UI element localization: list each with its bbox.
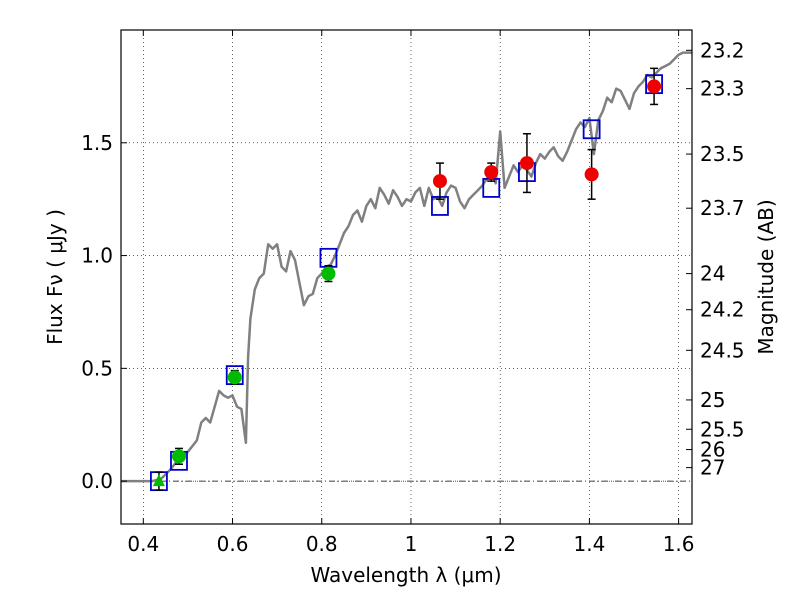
y-tick-label: 0.0 (81, 469, 113, 493)
model-spectrum-line (121, 51, 692, 483)
axis-tick-labels: 0.4 0.6 0.8 1 1.2 1.4 1.6 0.0 0.5 1.0 1.5 23.2 23.3 2… (81, 38, 744, 556)
nir-detection-point (647, 79, 662, 94)
nir-detection-point (432, 174, 447, 189)
y2-tick-label: 25 (700, 388, 725, 412)
x-tick-label: 1.2 (484, 532, 516, 556)
y-tick-label: 1.0 (81, 244, 113, 268)
x-tick-label: 0.8 (306, 532, 338, 556)
x-tick-label: 0.6 (217, 532, 249, 556)
upper-limit-triangle (152, 474, 165, 487)
y-tick-label: 0.5 (81, 356, 113, 380)
y2-tick-label: 23.2 (700, 38, 745, 62)
y-axis-label: Flux Fν ( μJy ) (43, 209, 67, 345)
data-marks (150, 67, 663, 492)
model-spectrum-layer (121, 51, 692, 483)
optical-detection-point (227, 370, 242, 385)
x-tick-label: 1.6 (663, 532, 695, 556)
y2-tick-label: 25.5 (700, 417, 745, 441)
y2-tick-label: 23.3 (700, 77, 745, 101)
plot-frame (120, 29, 693, 525)
nir-detection-point (519, 156, 534, 171)
x-tick-label: 0.4 (127, 532, 159, 556)
y2-tick-label: 24.2 (700, 298, 745, 322)
nir-detection-point (584, 167, 599, 182)
x-tick-label: 1 (405, 532, 418, 556)
model-photometry-square (582, 119, 601, 140)
y2-tick-label: 27 (700, 456, 725, 480)
y2-axis-label: Magnitude (AB) (754, 199, 778, 354)
y2-tick-label: 24 (700, 262, 725, 286)
x-tick-label: 1.4 (573, 532, 605, 556)
x-axis-label: Wavelength λ (μm) (310, 563, 501, 587)
nir-detection-point (484, 165, 499, 180)
y2-tick-label: 24.5 (700, 338, 745, 362)
y-tick-label: 1.5 (81, 131, 113, 155)
y2-tick-label: 23.5 (700, 142, 745, 166)
optical-detection-point (171, 449, 186, 464)
optical-detection-point (321, 266, 336, 281)
y2-tick-label: 26 (700, 438, 725, 462)
axis-ticks (121, 30, 692, 524)
y2-tick-label: 23.7 (700, 196, 745, 220)
